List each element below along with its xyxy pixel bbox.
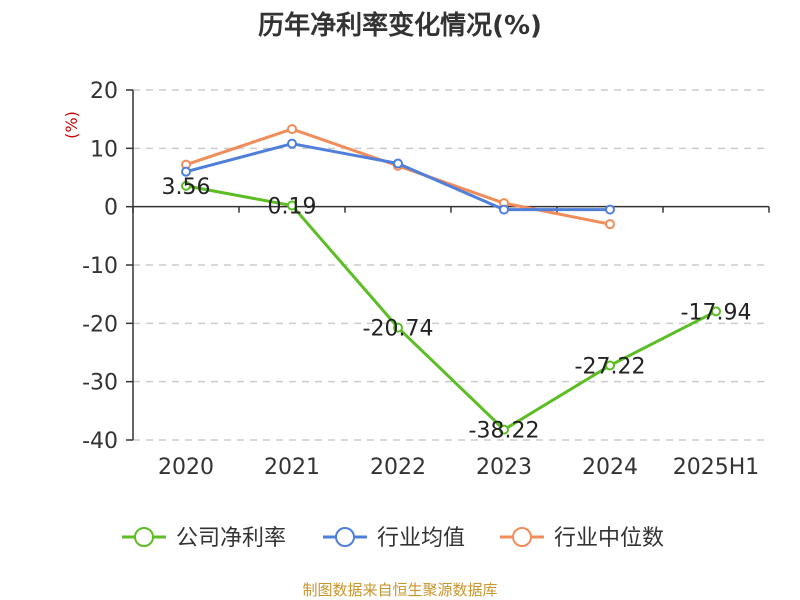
data-point (287, 200, 297, 211)
data-point (711, 306, 721, 317)
series-line (185, 184, 717, 432)
gridlines (133, 89, 769, 441)
y-tick-label: -10 (82, 254, 118, 279)
data-label: -38.22 (469, 419, 540, 444)
x-tick-label: 2025H1 (673, 455, 760, 480)
data-point (499, 204, 509, 215)
data-point (287, 124, 297, 135)
legend-label: 行业中位数 (554, 526, 664, 551)
data-point (605, 360, 615, 371)
legend-marker (134, 527, 154, 547)
x-tick-label: 2023 (476, 455, 532, 480)
series-2 (181, 124, 615, 230)
data-label: -20.74 (363, 317, 434, 342)
x-tick-label: 2021 (264, 455, 320, 480)
data-labels: 3.56 0.19 -20.74 -38.22 -27.22 -17.94 (162, 175, 752, 444)
data-point (605, 204, 615, 215)
y-tick-label: -20 (82, 312, 118, 337)
data-point (605, 219, 615, 230)
legend-item: 行业中位数 (500, 526, 664, 551)
data-label: -27.22 (575, 354, 646, 379)
chart-title: 历年净利率变化情况(%) (258, 10, 542, 41)
y-tick-label: -40 (82, 429, 118, 454)
x-tick-labels: 2020 2021 2022 2023 2024 2025H1 (158, 455, 759, 480)
legend-marker (512, 527, 532, 547)
y-tick-label: 10 (90, 137, 118, 162)
legend-item: 公司净利率 (122, 526, 286, 551)
series-lines (181, 124, 721, 435)
data-point (287, 138, 297, 149)
axes (126, 89, 770, 441)
y-axis-label: (%) (62, 111, 81, 139)
data-point (393, 322, 403, 333)
legend-label: 公司净利率 (176, 526, 286, 551)
y-tick-label: 0 (104, 196, 118, 221)
data-point (393, 158, 403, 169)
y-tick-label: -30 (82, 371, 118, 396)
x-tick-label: 2020 (158, 455, 214, 480)
y-tick-label: 20 (90, 79, 118, 104)
y-tick-labels: 20 10 0 -10 -20 -30 -40 (82, 79, 118, 454)
legend-item: 行业均值 (323, 526, 465, 551)
series-line (185, 142, 610, 212)
data-point (181, 166, 191, 177)
x-tick-label: 2024 (582, 455, 638, 480)
source-note: 制图数据来自恒生聚源数据库 (302, 581, 497, 599)
legend: 公司净利率 行业均值 行业中位数 (122, 526, 664, 551)
legend-marker (335, 527, 355, 547)
series-0 (181, 180, 721, 435)
data-label: 3.56 (162, 175, 211, 200)
x-tick-label: 2022 (370, 455, 426, 480)
data-point (181, 180, 191, 191)
legend-label: 行业均值 (377, 526, 465, 551)
data-label: 0.19 (268, 195, 317, 220)
data-label: -17.94 (681, 300, 752, 325)
data-point (499, 424, 509, 435)
series-1 (181, 138, 615, 215)
